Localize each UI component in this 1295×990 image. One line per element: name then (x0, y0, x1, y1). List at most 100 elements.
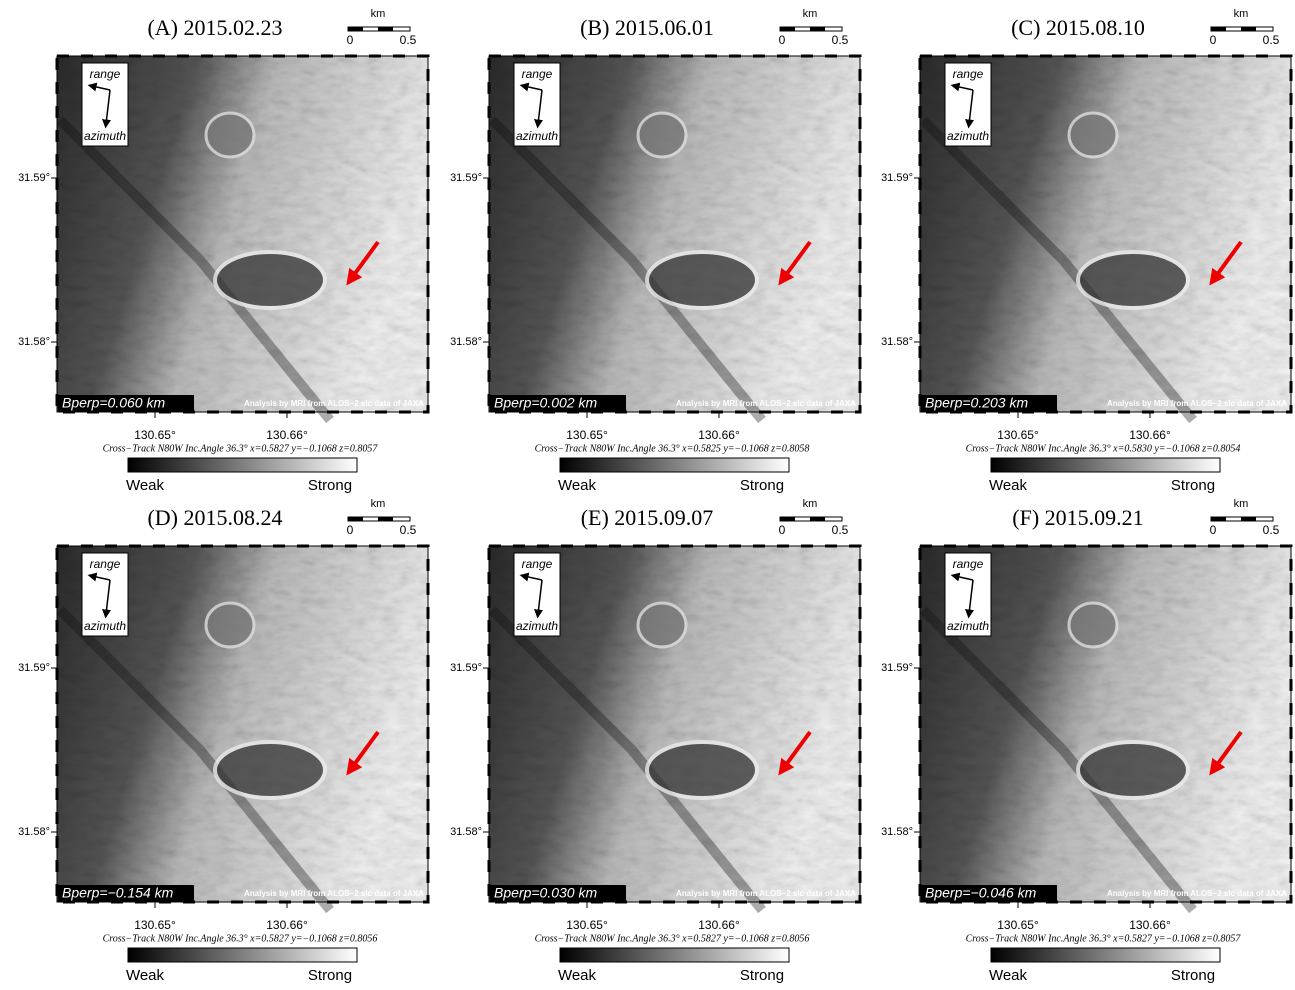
lon-label: 130.66° (1129, 918, 1171, 932)
range-arrow (950, 82, 974, 92)
lon-label: 130.65° (566, 918, 608, 932)
scale-bar-fill (780, 27, 795, 31)
red-arrow (346, 730, 380, 776)
scale-bar-fill (1211, 517, 1226, 521)
crater (213, 740, 327, 800)
scale-bar-fill (378, 517, 393, 521)
azimuth-label: azimuth (84, 129, 126, 143)
scale-bar-fill (810, 517, 825, 521)
azimuth-arrow (534, 89, 543, 129)
ridge (919, 606, 1197, 914)
azimuth-label: azimuth (516, 619, 558, 633)
panel: (B) 2015.06.01 km 0 0.5 range azimuth Bperp=0.… (450, 8, 862, 494)
colorbar-strong: Strong (308, 967, 352, 984)
scale-unit: km (371, 8, 386, 20)
colorbar-strong: Strong (1171, 967, 1215, 984)
scale-bar-fill (378, 27, 393, 31)
red-arrow (1209, 730, 1243, 776)
lon-label: 130.66° (698, 918, 740, 932)
panel: (F) 2015.09.21 km 0 0.5 range azimuth Bperp=−0… (881, 498, 1293, 984)
scale-unit: km (803, 498, 818, 510)
scale-bar-fill (348, 27, 363, 31)
azimuth-label: azimuth (516, 129, 558, 143)
range-label: range (90, 557, 121, 571)
ridge (56, 606, 334, 914)
frame (919, 55, 1292, 413)
red-arrow (1209, 240, 1243, 286)
colorbar (127, 457, 358, 473)
crater (1067, 111, 1119, 159)
colorbar-strong: Strong (1171, 477, 1215, 494)
bperp-box (58, 885, 194, 902)
frame (56, 545, 429, 903)
panel: (C) 2015.08.10 km 0 0.5 range azimuth Bperp=0.… (881, 8, 1293, 494)
bperp: Bperp=0.060 km (62, 395, 165, 411)
scale-tick: 0 (779, 523, 786, 537)
lat-label: 31.58° (881, 336, 913, 348)
lon-label: 130.66° (266, 918, 308, 932)
scale-unit: km (371, 498, 386, 510)
range-label: range (90, 67, 121, 81)
scale-tick: 0.5 (400, 523, 417, 537)
colorbar (127, 947, 358, 963)
geometry: Cross−Track N80W Inc.Angle 36.3° x=0.582… (535, 933, 810, 944)
panel-title: (E) 2015.09.07 (581, 505, 714, 530)
orientation-box (944, 552, 992, 637)
lat-label: 31.59° (450, 172, 482, 184)
lon-label: 130.65° (134, 918, 176, 932)
frame (488, 55, 861, 413)
colorbar-weak: Weak (558, 967, 597, 984)
bperp-box (490, 395, 626, 412)
lat-label: 31.59° (881, 662, 913, 674)
scale-tick: 0 (779, 33, 786, 47)
range-arrow (950, 572, 974, 582)
credit: Analysis by MRI from ALOS−2 slc data of … (1107, 399, 1287, 408)
bperp: Bperp=0.030 km (494, 885, 597, 901)
colorbar (559, 457, 790, 473)
lon-label: 130.66° (1129, 428, 1171, 442)
red-arrow (778, 730, 812, 776)
azimuth-label: azimuth (947, 619, 989, 633)
lon-label: 130.66° (266, 428, 308, 442)
lon-label: 130.65° (566, 428, 608, 442)
scale-tick: 0 (1210, 523, 1217, 537)
scale-tick: 0.5 (1263, 523, 1280, 537)
crater (636, 601, 688, 649)
lat-label: 31.59° (450, 662, 482, 674)
range-label: range (522, 557, 553, 571)
orientation-box (81, 552, 129, 637)
crater (1076, 740, 1190, 800)
panel-title: (F) 2015.09.21 (1012, 505, 1143, 530)
credit: Analysis by MRI from ALOS−2 slc data of … (244, 399, 424, 408)
colorbar-strong: Strong (740, 477, 784, 494)
scale-tick: 0 (347, 523, 354, 537)
scale-bar-fill (1241, 27, 1256, 31)
scale-unit: km (803, 8, 818, 20)
azimuth-arrow (534, 579, 543, 619)
scale-bar-fill (780, 517, 795, 521)
scale-bar-fill (810, 27, 825, 31)
colorbar-weak: Weak (558, 477, 597, 494)
bperp: Bperp=−0.154 km (62, 885, 174, 901)
bperp: Bperp=−0.046 km (925, 885, 1037, 901)
frame (56, 55, 429, 413)
azimuth-arrow (965, 89, 974, 129)
range-arrow (87, 82, 111, 92)
colorbar (559, 947, 790, 963)
colorbar-weak: Weak (989, 967, 1028, 984)
bperp: Bperp=0.002 km (494, 395, 597, 411)
red-arrow (346, 240, 380, 286)
scale-unit: km (1234, 498, 1249, 510)
lat-label: 31.59° (881, 172, 913, 184)
frame (488, 545, 861, 903)
ridge (919, 116, 1197, 424)
lon-label: 130.65° (134, 428, 176, 442)
credit: Analysis by MRI from ALOS−2 slc data of … (676, 399, 856, 408)
colorbar-strong: Strong (308, 477, 352, 494)
scale-tick: 0 (1210, 33, 1217, 47)
credit: Analysis by MRI from ALOS−2 slc data of … (676, 889, 856, 898)
scale-tick: 0.5 (832, 523, 849, 537)
lat-label: 31.58° (881, 826, 913, 838)
orientation-box (944, 62, 992, 147)
